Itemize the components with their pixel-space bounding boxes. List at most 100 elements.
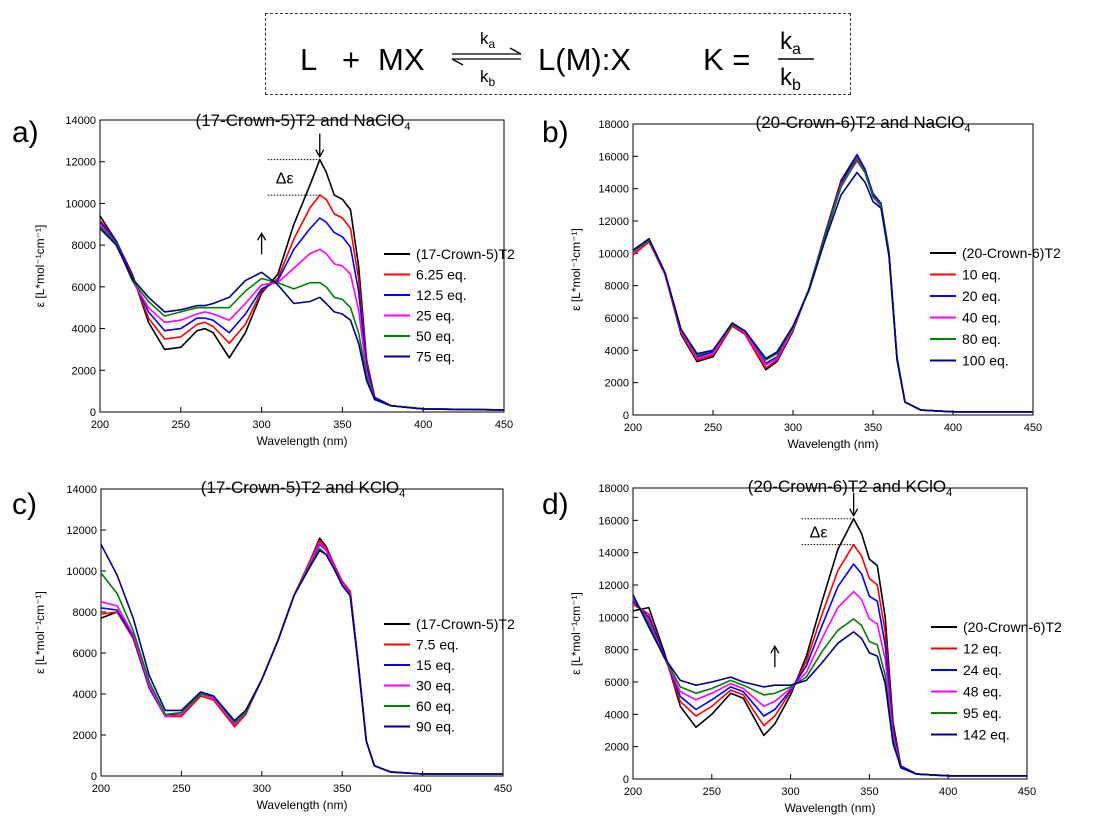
legend-entry: 80 eq. (962, 331, 1001, 347)
chart-title-text: (17-Crown-5)T2 and NaClO (196, 111, 405, 130)
y-tick-label: 4000 (605, 345, 629, 357)
delta-epsilon-label: Δε (276, 170, 294, 187)
chart-title: (20-Crown-6)T2 and NaClO4 (756, 113, 971, 135)
y-tick-label: 0 (91, 771, 97, 783)
fraction-denominator: kb (780, 64, 801, 94)
reaction-scheme-box: L + MX ka kb L(M):X K = ka kb (265, 13, 851, 95)
chart-title-subscript: 4 (964, 123, 970, 135)
x-axis-label: Wavelength (nm) (257, 798, 348, 812)
legend-entry: 95 eq. (963, 705, 1002, 721)
series-line (632, 171, 1033, 413)
x-tick-label: 250 (172, 783, 190, 795)
legend-entry: 7.5 eq. (416, 637, 459, 653)
y-tick-label: 14000 (598, 184, 629, 196)
y-tick-label: 4000 (72, 324, 96, 336)
x-axis-label: Wavelength (nm) (785, 801, 876, 815)
chart-title-subscript: 4 (946, 487, 952, 499)
x-tick-label: 400 (944, 422, 962, 434)
y-tick-label: 14000 (598, 548, 629, 560)
legend-entry: (20-Crown-6)T2 (963, 619, 1062, 635)
x-tick-label: 450 (494, 783, 512, 795)
series-line (99, 217, 505, 411)
legend-entry: 75 eq. (416, 349, 455, 365)
y-tick-label: 18000 (598, 483, 629, 495)
y-tick-label: 6000 (72, 282, 96, 294)
legend-entry: 60 eq. (416, 698, 455, 714)
y-tick-label: 6000 (605, 677, 629, 689)
chart-title: (20-Crown-6)T2 and KClO4 (748, 477, 953, 499)
x-tick-label: 300 (784, 422, 802, 434)
series-line (99, 223, 505, 411)
chart-title-text: (20-Crown-6)T2 and NaClO (756, 113, 965, 132)
backward-arrow-head (451, 58, 464, 66)
legend-entry: 30 eq. (416, 678, 455, 694)
legend-entry: 12 eq. (963, 641, 1002, 657)
legend-entry: 142 eq. (963, 727, 1010, 743)
series-line (99, 227, 505, 411)
y-tick-label: 10000 (598, 248, 629, 260)
y-tick-label: 4000 (73, 689, 97, 701)
y-tick-label: 8000 (605, 645, 629, 657)
y-tick-label: 16000 (598, 151, 629, 163)
x-tick-label: 400 (413, 783, 431, 795)
panel-label: d) (542, 488, 569, 521)
y-tick-label: 2000 (72, 365, 96, 377)
shoulder-arrow-up-head (770, 644, 780, 654)
y-tick-label: 10000 (66, 566, 97, 578)
y-tick-label: 8000 (72, 240, 96, 252)
legend-entry: 25 eq. (416, 308, 455, 324)
y-tick-label: 0 (90, 407, 96, 419)
x-tick-label: 300 (253, 783, 271, 795)
scheme-plus: + (342, 42, 360, 77)
chart-title-subscript: 4 (399, 488, 405, 500)
series-line (632, 517, 1027, 777)
y-tick-label: 0 (623, 774, 629, 786)
y-tick-label: 10000 (598, 612, 629, 624)
x-tick-label: 450 (1024, 422, 1042, 434)
chart-title: (17-Crown-5)T2 and NaClO4 (196, 111, 411, 133)
y-tick-label: 2000 (73, 730, 97, 742)
reaction-scheme: L + MX ka kb L(M):X K = ka kb (300, 28, 814, 94)
chart-title-subscript: 4 (404, 121, 410, 133)
y-axis-label: ε [L*mol⁻¹cm⁻¹] (33, 591, 47, 674)
y-tick-label: 0 (623, 410, 629, 422)
y-tick-label: 8000 (73, 607, 97, 619)
x-tick-label: 450 (1018, 786, 1036, 798)
plot-frame (632, 123, 1034, 416)
x-tick-label: 200 (624, 786, 642, 798)
legend-entry: (20-Crown-6)T2 (962, 245, 1061, 261)
legend-entry: 40 eq. (962, 310, 1001, 326)
x-tick-label: 250 (172, 419, 190, 431)
chart-title-text: (17-Crown-5)T2 and KClO (201, 478, 399, 497)
x-tick-label: 350 (333, 783, 351, 795)
series-line (632, 563, 1027, 777)
plot-frame (632, 487, 1028, 780)
series-line (100, 544, 503, 775)
x-tick-label: 400 (414, 419, 432, 431)
shoulder-arrow-up-head (257, 231, 267, 241)
y-tick-label: 18000 (598, 119, 629, 131)
y-axis-label: ε [L*mol⁻¹cm⁻¹] (33, 225, 47, 308)
legend-entry: (17-Crown-5)T2 (416, 616, 515, 632)
panel-label: a) (12, 116, 39, 149)
x-tick-label: 400 (939, 786, 957, 798)
peak-arrow-down-head (315, 149, 325, 158)
y-axis-label: ε [L*mol⁻¹cm⁻¹] (569, 592, 583, 675)
x-tick-label: 350 (860, 786, 878, 798)
series-line (632, 594, 1027, 777)
x-tick-label: 300 (781, 786, 799, 798)
panel-label: b) (542, 116, 569, 149)
x-axis-label: Wavelength (nm) (257, 434, 348, 448)
series-line (632, 590, 1027, 777)
legend-entry: 90 eq. (416, 719, 455, 735)
legend-entry: 50 eq. (416, 328, 455, 344)
y-tick-label: 6000 (605, 313, 629, 325)
legend-entry: 6.25 eq. (416, 267, 467, 283)
y-tick-label: 10000 (65, 198, 96, 210)
legend-entry: (17-Crown-5)T2 (416, 246, 515, 262)
legend-entry: 48 eq. (963, 684, 1002, 700)
x-tick-label: 200 (92, 783, 110, 795)
